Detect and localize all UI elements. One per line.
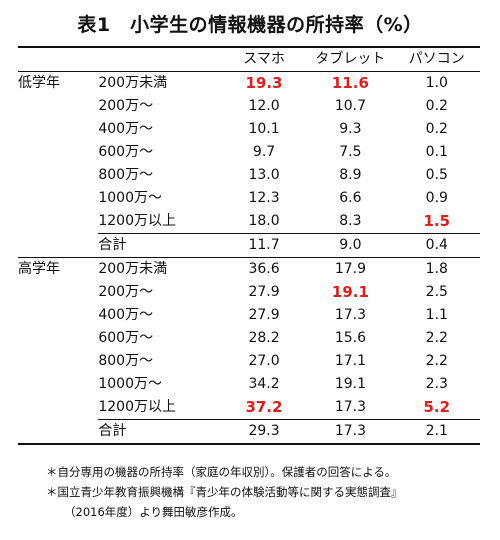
header-blank-group [18,46,99,72]
total-value-cell: 2.1 [393,419,480,445]
income-bracket: 600万～ [98,144,154,160]
value-cell: 17.3 [334,307,366,323]
income-bracket: 1000万～ [98,190,162,206]
value-cell: 13.0 [248,167,280,183]
value-cell: 1.1 [425,307,448,323]
table-row: 1000万～ 34.2 19.1 2.3 [18,373,480,396]
income-bracket: 800万～ [98,167,154,183]
value-cell: 6.6 [339,190,362,206]
income-bracket: 800万～ [98,353,154,369]
value-cell: 27.9 [248,307,280,323]
value-cell: 0.2 [425,121,448,137]
income-bracket: 200万未満 [98,261,168,277]
value-cell: 19.1 [331,283,369,301]
value-cell: 19.1 [334,376,366,392]
group-label: 低学年 [18,71,99,258]
value-cell: 11.6 [331,74,369,92]
value-cell: 9.3 [339,121,362,137]
table-row: 1000万～ 12.3 6.6 0.9 [18,187,480,210]
table-row: 600万～ 28.2 15.6 2.2 [18,327,480,350]
value-cell: 28.2 [248,330,280,346]
income-bracket: 1000万～ [98,376,162,392]
income-bracket: 200万～ [98,98,154,114]
table-row: 800万～ 27.0 17.1 2.2 [18,350,480,373]
value-cell: 0.2 [425,98,448,114]
value-cell: 2.3 [425,376,448,392]
income-bracket: 1200万以上 [98,399,176,415]
value-cell: 8.3 [339,213,362,229]
income-bracket: 400万～ [98,307,154,323]
table-row: 400万～ 10.1 9.3 0.2 [18,118,480,141]
table-title: 表1 小学生の情報機器の所持率（%） [77,14,423,36]
notes: ＊自分専用の機器の所持率（家庭の年収別）。保護者の回答による。 ＊国立青少年教育… [46,462,486,522]
income-bracket: 200万～ [98,284,154,300]
group-label: 高学年 [18,257,99,445]
value-cell: 2.5 [425,284,448,300]
value-cell: 1.5 [423,212,451,230]
value-cell: 0.9 [425,190,448,206]
value-cell: 37.2 [245,398,283,416]
value-cell: 17.1 [334,353,366,369]
value-cell: 10.1 [248,121,280,137]
note-line: （2016年度）より舞田敏彦作成。 [64,505,243,519]
total-label: 合計 [98,233,221,258]
note-line: ＊国立青少年教育振興機構『青少年の体験活動等に関する実態調査』 [46,485,403,499]
table-row: 低学年 200万未満 19.3 11.6 1.0 [18,71,480,258]
value-cell: 19.3 [245,74,283,92]
value-cell: 17.3 [334,399,366,415]
note-line: ＊自分専用の機器の所持率（家庭の年収別）。保護者の回答による。 [46,465,397,479]
header-row: スマホ タブレット パソコン [18,46,480,72]
total-value-cell: 17.3 [307,419,394,445]
income-bracket: 1200万以上 [98,213,176,229]
ownership-rate-table: スマホ タブレット パソコン 低学年 200万未満 19.3 11.6 1.0 200万～… [18,46,480,445]
total-value-cell: 29.3 [220,419,308,445]
header-blank-income [98,46,221,72]
value-cell: 0.5 [425,167,448,183]
table-body: 低学年 200万未満 19.3 11.6 1.0 200万～ 12.0 10.7 0.2 400万… [18,71,480,445]
income-bracket: 600万～ [98,330,154,346]
header-tablet: タブレット [307,46,394,72]
value-cell: 12.3 [248,190,280,206]
value-cell: 5.2 [423,398,451,416]
income-bracket: 200万未満 [98,75,168,91]
table-row: 1200万以上 18.0 8.3 1.5 [18,210,480,234]
table-row: 200万～ 27.9 19.1 2.5 [18,281,480,304]
value-cell: 2.2 [425,330,448,346]
value-cell: 1.0 [425,75,448,91]
table-row: 1200万以上 37.2 17.3 5.2 [18,396,480,420]
value-cell: 27.0 [248,353,280,369]
total-row: 合計 11.7 9.0 0.4 [18,233,480,258]
income-bracket: 400万～ [98,121,154,137]
value-cell: 1.8 [425,261,448,277]
value-cell: 10.7 [334,98,366,114]
value-cell: 36.6 [248,261,280,277]
value-cell: 17.9 [334,261,366,277]
total-value-cell: 11.7 [220,233,308,258]
table-row: 高学年 200万未満 36.6 17.9 1.8 [18,257,480,445]
value-cell: 7.5 [339,144,362,160]
header-pc: パソコン [393,46,480,72]
value-cell: 2.2 [425,353,448,369]
table-row: 600万～ 9.7 7.5 0.1 [18,141,480,164]
value-cell: 12.0 [248,98,280,114]
value-cell: 8.9 [339,167,362,183]
table-row: 200万～ 12.0 10.7 0.2 [18,95,480,118]
table-row: 800万～ 13.0 8.9 0.5 [18,164,480,187]
value-cell: 34.2 [248,376,280,392]
header-smartphone: スマホ [220,46,308,72]
total-value-cell: 9.0 [307,233,394,258]
value-cell: 9.7 [252,144,276,160]
total-row: 合計 29.3 17.3 2.1 [18,419,480,445]
value-cell: 15.6 [334,330,366,346]
value-cell: 0.1 [425,144,448,160]
total-label: 合計 [98,419,221,445]
value-cell: 18.0 [248,213,280,229]
total-value-cell: 0.4 [393,233,480,258]
value-cell: 27.9 [248,284,280,300]
table-row: 400万～ 27.9 17.3 1.1 [18,304,480,327]
